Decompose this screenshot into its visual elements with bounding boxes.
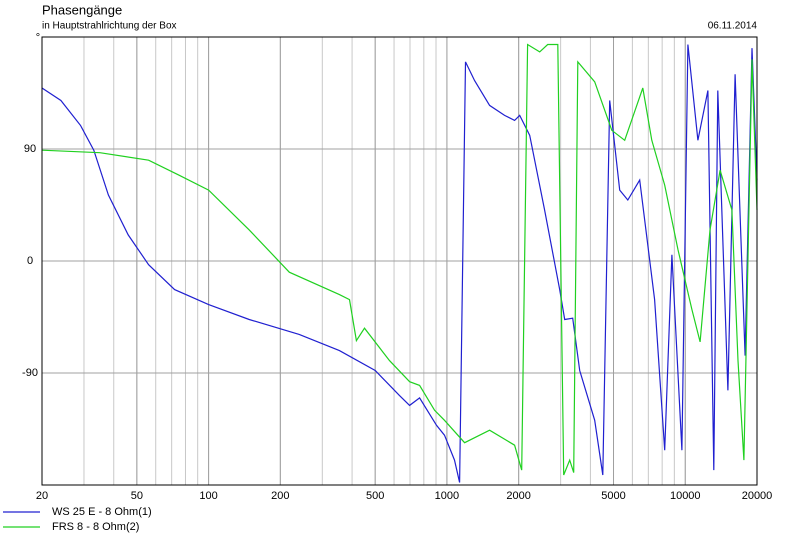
legend-label: WS 25 E - 8 Ohm(1) [52,506,152,518]
x-tick-label: 20000 [742,490,773,502]
y-tick-label: 0 [27,255,33,267]
series-line [41,44,758,483]
x-tick-label: 100 [199,490,217,502]
x-tick-label: 5000 [601,490,625,502]
x-tick-label: 500 [366,490,384,502]
y-axis-label: ° [36,32,40,44]
x-tick-label: 20 [36,490,48,502]
legend-label: FRS 8 - 8 Ohm(2) [52,521,139,533]
plot-frame [41,36,758,486]
x-tick-label: 200 [271,490,289,502]
x-tick-label: 10000 [670,490,701,502]
chart-subtitle: in Hauptstrahlrichtung der Box [42,21,177,32]
y-tick-label: 90 [24,143,36,155]
series-line [41,43,758,476]
chart-date: 06.11.2014 [708,21,758,32]
y-tick-label: -90 [22,367,38,379]
x-tick-label: 1000 [435,490,459,502]
chart-title: Phasengänge [42,2,122,17]
x-tick-label: 50 [131,490,143,502]
x-tick-label: 2000 [506,490,530,502]
